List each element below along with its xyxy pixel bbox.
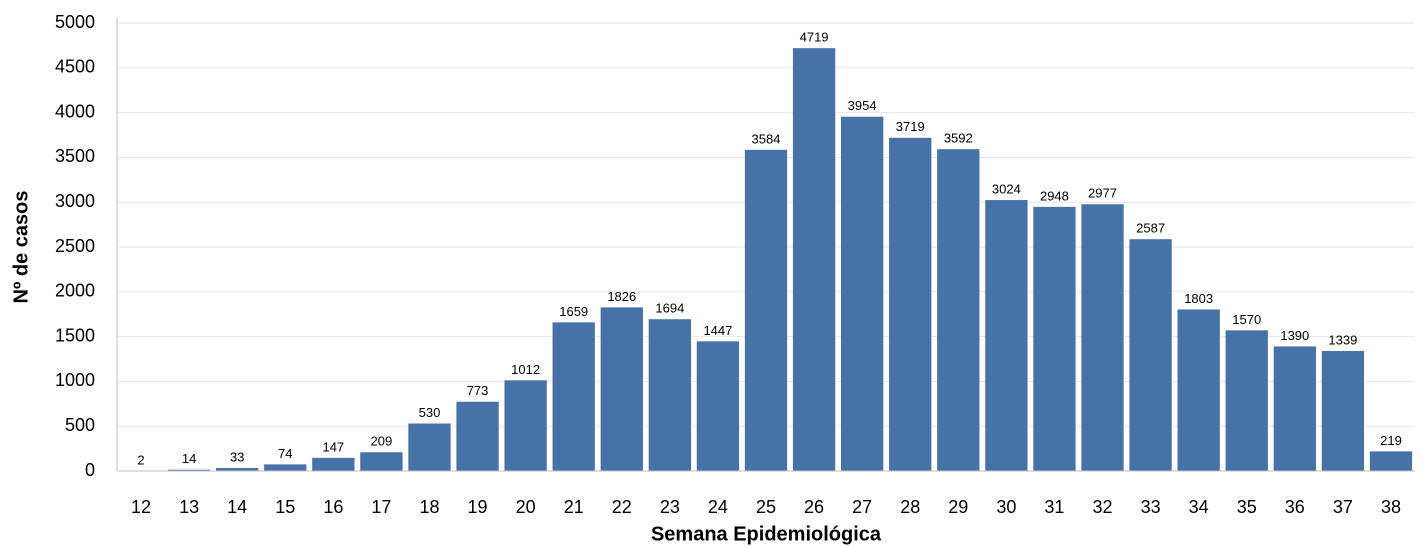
y-tick-label: 3000	[55, 191, 95, 211]
bar	[504, 380, 547, 471]
bar	[1369, 451, 1413, 471]
bar	[937, 149, 980, 471]
y-tick-label: 1500	[55, 325, 95, 345]
x-tick-label: 25	[756, 497, 776, 517]
bar	[600, 307, 643, 471]
y-tick-label: 4500	[55, 57, 95, 77]
data-label: 1694	[655, 301, 684, 316]
x-tick-label: 16	[323, 497, 343, 517]
bar	[264, 464, 307, 471]
x-tick-label: 36	[1285, 497, 1305, 517]
data-label: 3584	[752, 131, 781, 146]
data-label: 1803	[1184, 291, 1213, 306]
x-tick-label: 35	[1237, 497, 1257, 517]
data-label: 147	[322, 439, 344, 454]
x-tick-label: 20	[516, 497, 536, 517]
bar	[840, 116, 884, 471]
bar	[1273, 346, 1316, 471]
x-tick-label: 28	[900, 497, 920, 517]
data-label: 773	[467, 383, 489, 398]
x-tick-label: 23	[660, 497, 680, 517]
data-label: 530	[419, 405, 441, 420]
bar	[744, 149, 788, 471]
y-axis-title: Nº de casos	[10, 191, 32, 304]
bar	[408, 423, 451, 471]
x-tick-label: 12	[131, 497, 151, 517]
bar	[889, 137, 932, 472]
x-tick-label: 21	[564, 497, 584, 517]
data-label: 1447	[703, 323, 732, 338]
data-label: 33	[230, 449, 244, 464]
x-tick-label: 30	[996, 497, 1016, 517]
bar	[648, 319, 692, 471]
x-tick-label: 37	[1333, 497, 1353, 517]
bar	[216, 468, 259, 471]
data-label: 4719	[800, 30, 829, 45]
x-tick-label: 26	[804, 497, 824, 517]
x-tick-label: 38	[1381, 497, 1401, 517]
y-tick-label: 0	[85, 460, 95, 480]
x-tick-label: 14	[227, 497, 247, 517]
bar	[1033, 206, 1076, 472]
data-label: 3024	[992, 181, 1021, 196]
data-label: 1339	[1328, 332, 1357, 347]
x-tick-label: 18	[419, 497, 439, 517]
x-tick-label: 15	[275, 497, 295, 517]
data-label: 14	[182, 451, 196, 466]
bar	[1321, 351, 1365, 471]
y-tick-label: 1000	[55, 370, 95, 390]
data-label: 3719	[896, 119, 925, 134]
x-tick-label: 24	[708, 497, 728, 517]
data-label: 1570	[1232, 312, 1261, 327]
bar	[167, 469, 211, 471]
data-label: 3592	[944, 131, 973, 146]
data-label: 2587	[1136, 221, 1165, 236]
bar	[456, 401, 499, 471]
x-tick-label: 19	[468, 497, 488, 517]
y-tick-label: 2500	[55, 236, 95, 256]
bar	[1177, 309, 1220, 471]
x-tick-label: 34	[1189, 497, 1209, 517]
y-tick-label: 4000	[55, 101, 95, 121]
y-tick-label: 3500	[55, 146, 95, 166]
data-label: 74	[278, 446, 292, 461]
data-label: 3954	[848, 98, 877, 113]
bar	[696, 341, 740, 471]
data-label: 2948	[1040, 188, 1069, 203]
bar	[1081, 204, 1124, 471]
bar	[1129, 239, 1172, 471]
bar	[792, 48, 836, 471]
data-label: 1390	[1280, 328, 1309, 343]
bar	[552, 322, 595, 471]
x-tick-label: 13	[179, 497, 199, 517]
data-label: 2	[137, 452, 144, 467]
y-tick-label: 500	[65, 415, 95, 435]
x-tick-label: 29	[948, 497, 968, 517]
y-tick-label: 5000	[55, 12, 95, 32]
x-tick-label: 22	[612, 497, 632, 517]
data-label: 2977	[1088, 186, 1117, 201]
data-label: 1826	[607, 289, 636, 304]
x-tick-label: 27	[852, 497, 872, 517]
bar	[985, 200, 1028, 471]
bar	[1225, 330, 1268, 471]
bar	[312, 457, 355, 471]
data-label: 219	[1380, 433, 1402, 448]
x-tick-label: 31	[1044, 497, 1064, 517]
x-tick-label: 32	[1093, 497, 1113, 517]
data-label: 1012	[511, 362, 540, 377]
bar	[360, 452, 403, 471]
y-tick-label: 2000	[55, 281, 95, 301]
x-axis-title: Semana Epidemiológica	[651, 523, 882, 545]
data-label: 1659	[559, 304, 588, 319]
data-label: 209	[371, 434, 393, 449]
x-tick-label: 17	[371, 497, 391, 517]
x-tick-label: 33	[1141, 497, 1161, 517]
